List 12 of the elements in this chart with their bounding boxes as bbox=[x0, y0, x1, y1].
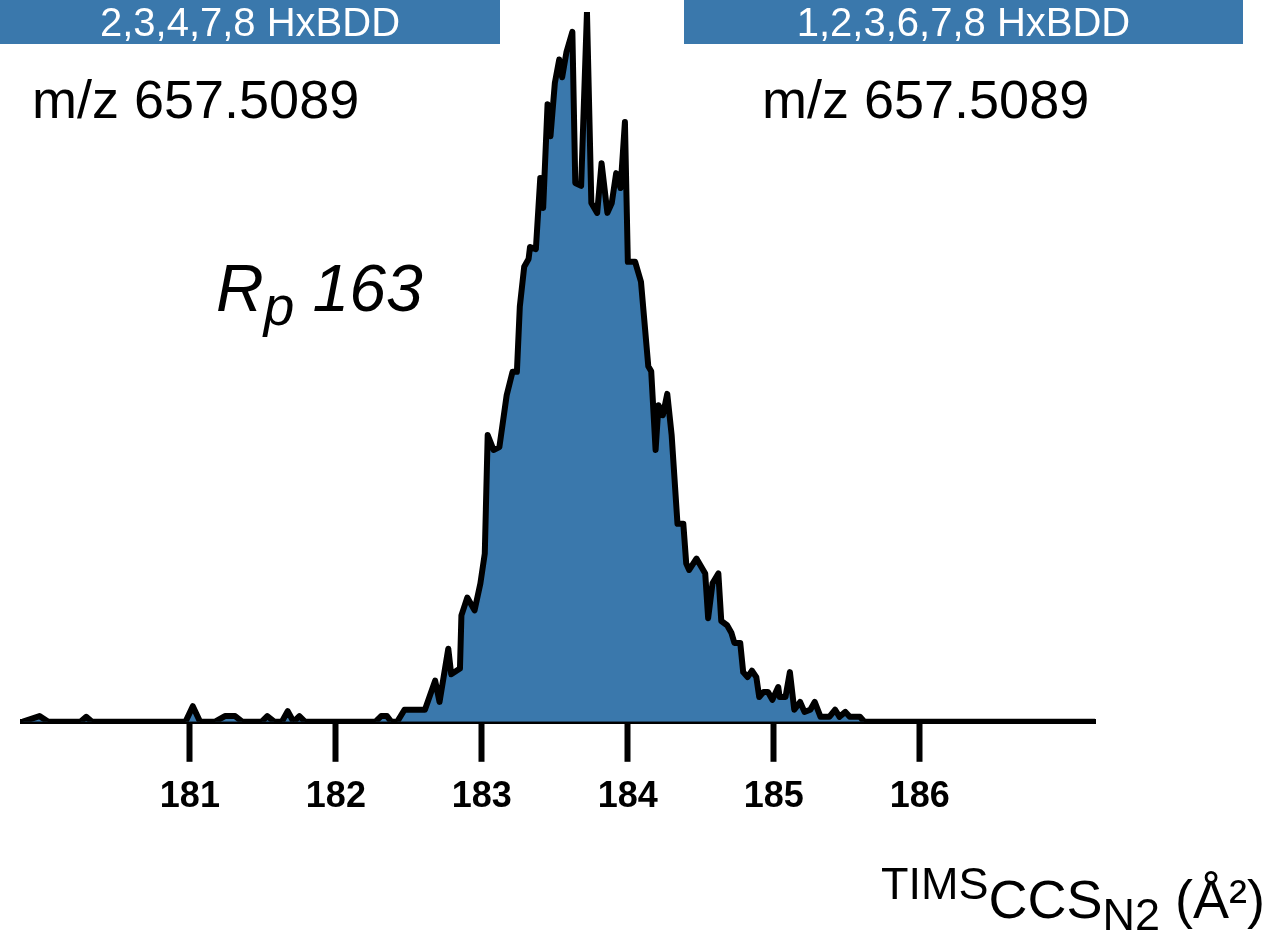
x-tick-label: 182 bbox=[305, 774, 366, 816]
x-tick-label: 185 bbox=[743, 774, 804, 816]
x-tick-label: 186 bbox=[889, 774, 950, 816]
annotation: R$_{p}$ 163 bbox=[216, 250, 423, 339]
banner: 1,2,3,6,7,8 HxBDD bbox=[684, 0, 1243, 44]
x-tick-label: 183 bbox=[451, 774, 512, 816]
annotation: m/z 657.5089 bbox=[762, 68, 1090, 130]
x-axis-title: $^{TIMS}$CCS$_{N2}$ (Å²) bbox=[880, 858, 1265, 937]
banner: 2,3,4,7,8 HxBDD bbox=[0, 0, 500, 44]
x-tick-label: 184 bbox=[597, 774, 658, 816]
x-tick-label: 181 bbox=[159, 774, 220, 816]
annotation: m/z 657.5089 bbox=[32, 68, 360, 130]
